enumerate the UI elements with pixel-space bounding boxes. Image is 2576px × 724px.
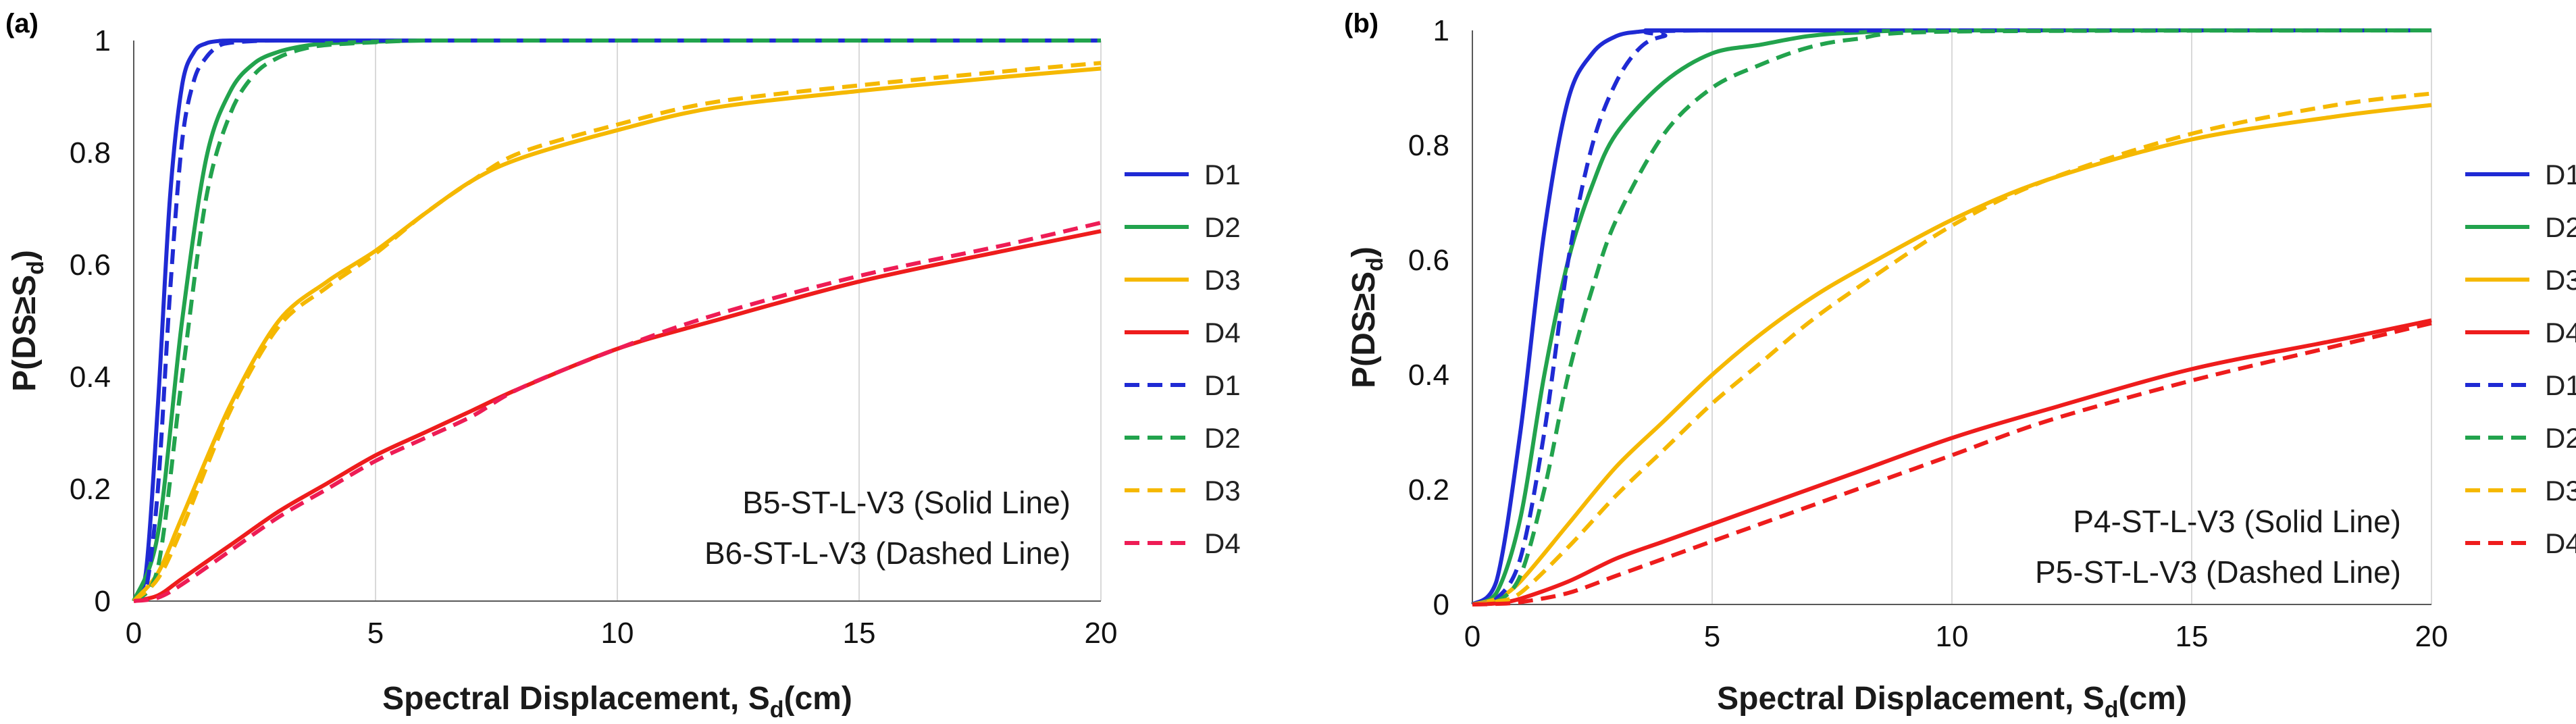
legend-label: D2 [2545, 422, 2576, 454]
series-line-d4-dashed [133, 220, 1102, 603]
panel-label: (a) [5, 9, 38, 38]
y-axis-title-tail: ) [7, 250, 43, 261]
x-tick-label: 0 [1464, 620, 1480, 653]
y-axis-title-tail: ) [1346, 247, 1382, 257]
chart-panel-b: (b) 0 5 10 15 20 0 0.2 0.4 0.6 0.8 1 Spectral Displa… [1344, 9, 2576, 723]
series-line-d3-solid [132, 66, 1102, 603]
x-axis-title: Spectral Displacement, Sd(cm) [1717, 681, 2187, 723]
panel-label: (b) [1344, 9, 1379, 38]
legend-label: D4 [1204, 527, 1241, 559]
y-tick-label: 1 [95, 24, 111, 57]
x-axis-title-subscript: d [770, 697, 784, 723]
annotation-text: P4-ST-L-V3 (Solid Line) [2073, 504, 2401, 539]
legend-label: D2 [1204, 211, 1241, 243]
y-tick-label: 0 [1433, 588, 1449, 621]
y-tick-label: 0.8 [1408, 129, 1449, 162]
x-tick-label: 10 [1936, 620, 1969, 653]
series-line-d3-solid [1472, 103, 2432, 606]
y-tick-label: 0.4 [70, 361, 111, 394]
y-tick-label: 0 [95, 585, 111, 618]
x-axis-title-unit: (cm) [2119, 681, 2187, 717]
y-tick-label: 0.2 [1408, 473, 1449, 507]
legend-label: D1 [2545, 369, 2576, 401]
x-tick-label: 15 [2175, 620, 2209, 653]
y-axis-title: P(DS≥Sd) [1346, 247, 1388, 388]
x-axis-title-main: Spectral Displacement, S [1717, 681, 2105, 717]
series-line-d1-dashed [1472, 28, 2431, 606]
x-tick-label: 15 [843, 617, 876, 650]
y-tick-label: 0.4 [1408, 359, 1449, 392]
legend-label: D2 [2545, 211, 2576, 243]
x-axis-title-subscript: d [2105, 697, 2119, 723]
series-line-d2-dashed [1472, 28, 2432, 606]
y-tick-label: 0.6 [1408, 244, 1449, 277]
legend-label: D1 [2545, 159, 2576, 190]
x-axis-title-unit: (cm) [784, 681, 852, 717]
series-line-d3-dashed [1472, 91, 2432, 606]
legend-label: D1 [1204, 159, 1241, 190]
x-tick-label: 20 [2415, 620, 2448, 653]
annotation-text: P5-ST-L-V3 (Dashed Line) [2035, 554, 2401, 590]
annotation-text: B6-ST-L-V3 (Dashed Line) [704, 536, 1071, 571]
x-tick-label: 5 [367, 617, 384, 650]
annotation-text: B5-ST-L-V3 (Solid Line) [742, 485, 1071, 520]
legend-label: D1 [1204, 369, 1241, 401]
chart-panel-a: (a) 0 5 10 15 20 0 0.2 0.4 0.6 0.8 1 Spectral Displa… [5, 9, 1241, 723]
y-tick-label: 0.6 [70, 249, 111, 282]
y-tick-label: 0.8 [70, 136, 111, 170]
y-tick-label: 1 [1433, 14, 1449, 47]
series-line-d4-solid [1472, 318, 2432, 606]
series-line-d4-solid [133, 229, 1102, 603]
x-tick-label: 10 [601, 617, 634, 650]
y-axis-title-main: P(DS≥S [7, 275, 43, 392]
x-axis-title-main: Spectral Displacement, S [382, 681, 770, 717]
y-axis-title-subscript: d [23, 261, 49, 275]
y-axis-title: P(DS≥Sd) [7, 250, 49, 392]
y-tick-label: 0.2 [70, 473, 111, 506]
legend-label: D3 [1204, 264, 1241, 296]
legend-label: D4 [2545, 527, 2576, 559]
x-axis-title: Spectral Displacement, Sd(cm) [382, 681, 852, 723]
x-tick-label: 5 [1704, 620, 1720, 653]
series-line-d4-dashed [1472, 321, 2432, 606]
legend-label: D3 [1204, 475, 1241, 507]
x-tick-label: 0 [126, 617, 142, 650]
series-line-d2-dashed [132, 38, 1101, 603]
legend-label: D3 [2545, 264, 2576, 296]
legend-label: D3 [2545, 475, 2576, 507]
series-line-d3-dashed [132, 61, 1102, 603]
x-tick-label: 20 [1085, 617, 1118, 650]
legend-label: D4 [1204, 317, 1241, 348]
legend-label: D2 [1204, 422, 1241, 454]
y-axis-title-main: P(DS≥S [1346, 272, 1382, 388]
legend-label: D4 [2545, 317, 2576, 348]
y-axis-title-subscript: d [1362, 257, 1388, 272]
